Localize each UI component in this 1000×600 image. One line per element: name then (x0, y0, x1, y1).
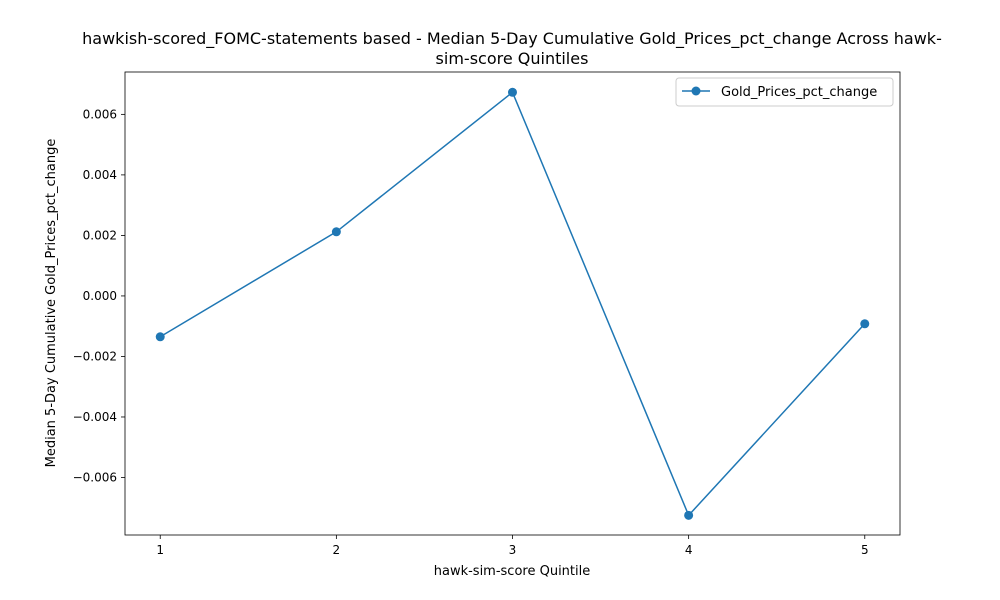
data-point-marker (684, 510, 694, 520)
data-point-marker (155, 332, 165, 342)
x-axis-label: hawk-sim-score Quintile (434, 564, 591, 579)
y-tick-label: −0.006 (73, 471, 117, 485)
legend: Gold_Prices_pct_change (675, 77, 894, 107)
plot-series (155, 87, 870, 520)
chart-title-line-2: sim-score Quintiles (436, 49, 589, 68)
x-tick-label: 2 (333, 543, 341, 557)
chart-title-line-1: hawkish-scored_FOMC-statements based - M… (82, 29, 942, 49)
x-tick-label: 1 (156, 543, 164, 557)
y-tick-label: 0.004 (83, 168, 117, 182)
y-tick-label: 0.006 (83, 107, 117, 121)
legend-marker-swatch (691, 86, 701, 96)
y-axis-label: Median 5-Day Cumulative Gold_Prices_pct_… (44, 139, 59, 468)
y-tick-label: 0.000 (83, 289, 117, 303)
data-point-marker (331, 227, 341, 237)
y-axis-ticks: −0.006 −0.004 −0.002 0.000 0.002 0.004 0.006 (73, 107, 125, 485)
x-tick-label: 3 (509, 543, 517, 557)
x-tick-label: 4 (685, 543, 693, 557)
y-tick-label: 0.002 (83, 228, 117, 242)
legend-label: Gold_Prices_pct_change (721, 85, 877, 100)
x-axis-ticks: 1 2 3 4 5 (156, 535, 869, 557)
data-point-marker (860, 319, 870, 329)
data-point-marker (508, 87, 517, 97)
x-tick-label: 5 (861, 543, 869, 557)
y-tick-label: −0.002 (73, 349, 117, 363)
plot-area-frame (124, 71, 901, 536)
y-tick-label: −0.004 (73, 410, 117, 424)
legend-frame (675, 77, 894, 107)
